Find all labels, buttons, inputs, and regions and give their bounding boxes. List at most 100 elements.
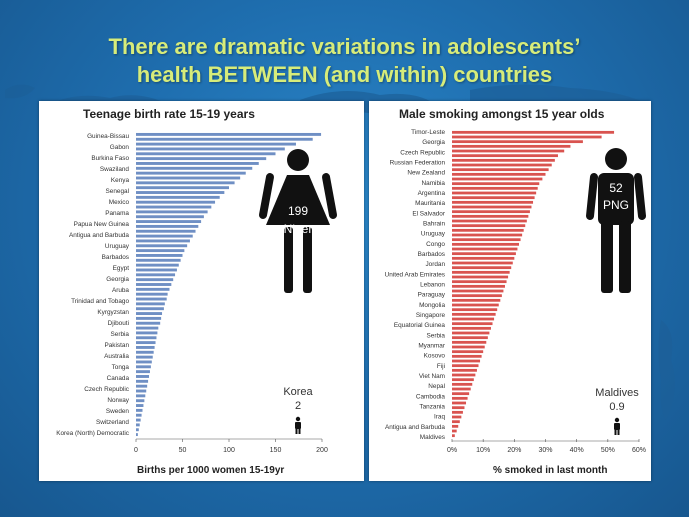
bar [452,406,465,410]
bar [452,331,490,335]
bar [452,359,481,363]
bar [136,258,181,262]
bar [136,205,212,209]
slide-title-line1: There are dramatic variations in adolesc… [108,34,581,59]
bar [452,266,512,270]
country-label: Burkina Faso [91,155,129,162]
bar [452,378,474,382]
bar [452,303,499,307]
x-tick-label: 0 [134,447,138,454]
bar [136,249,185,253]
country-label: Cambodia [416,393,446,400]
country-label: Czech Republic [84,386,130,393]
bar [136,157,267,161]
bar [136,142,296,146]
bar [452,205,532,209]
x-tick-label: 20% [507,447,521,454]
country-label: Maldives [420,434,445,441]
bar [136,171,246,175]
bar [452,130,615,134]
country-label: Norway [107,397,129,404]
bar [452,312,496,316]
bar [136,229,196,233]
bar [452,326,491,330]
bar [452,392,470,396]
bar [136,365,151,369]
country-label: Barbados [102,254,129,261]
bar [452,228,524,232]
bar [452,140,583,144]
bar [452,354,482,358]
bar [452,350,484,354]
country-label: Serbia [111,331,130,338]
bar [452,294,502,298]
x-tick-label: 0% [447,447,457,454]
bar [136,326,159,330]
bar [452,238,521,242]
bar [136,254,183,257]
chart-panel-teen-birth: Teenage birth rate 15-19 years Guinea-Bi… [39,101,364,481]
country-label: El Salvador [412,210,446,217]
country-label: Jordan [425,261,445,268]
bar [136,176,241,180]
slide-title-line2: health BETWEEN (and within) countries [136,62,553,87]
x-tick-label: 10% [476,447,490,454]
bar [136,408,143,412]
chart-title: Teenage birth rate 15-19 years [83,107,255,121]
country-label: Singapore [416,312,446,319]
bar [136,345,155,349]
bar [452,345,485,349]
bar [452,163,552,167]
high-callout-value: 52 [609,181,623,195]
country-label: Timor-Leste [411,129,445,136]
country-label: New Zealand [407,170,445,177]
bar [136,350,154,354]
bar [452,429,457,433]
bar [136,224,199,228]
bar [452,158,555,162]
high-callout-country: Niger [284,222,313,236]
bar [452,154,558,158]
country-label: Mongolia [419,302,445,309]
country-label: Tonga [112,364,130,371]
country-label: Myanmar [418,343,446,350]
bar [452,233,523,237]
bar [452,256,515,260]
bar [136,220,202,224]
x-tick-label: 150 [270,447,282,454]
country-label: Gabon [110,144,130,151]
bar [136,297,167,301]
bar [136,166,253,170]
x-axis-title: % smoked in last month [493,465,607,476]
small-figure-icon [295,416,301,434]
country-label: Viet Nam [419,373,445,380]
x-tick-label: 40% [570,447,584,454]
country-label: Namibia [422,180,446,187]
x-tick-label: 60% [632,447,646,454]
bar [136,244,188,248]
bar [136,152,276,156]
country-label: Pakistan [104,342,129,349]
bar [136,312,163,315]
country-label: Russian Federation [390,160,446,167]
country-label: Bahrain [423,221,445,228]
country-label: Equatorial Guinea [394,322,446,329]
bar [452,308,498,312]
country-label: Sweden [106,408,130,415]
bar [136,433,138,437]
map-edge-decoration [658,320,675,420]
low-callout-value: 0.9 [609,401,624,413]
bar [452,135,602,139]
country-label: Antigua and Barbuda [69,232,129,239]
male-figure-icon [586,148,646,293]
country-label: Congo [426,241,445,248]
bar [136,336,157,340]
bar [136,210,208,214]
bar [452,270,510,274]
bar [136,263,179,267]
bar [452,210,530,214]
country-label: Australia [104,353,129,360]
country-label: Kenya [111,177,130,184]
bar [452,364,479,368]
low-callout-value: 2 [295,400,301,412]
